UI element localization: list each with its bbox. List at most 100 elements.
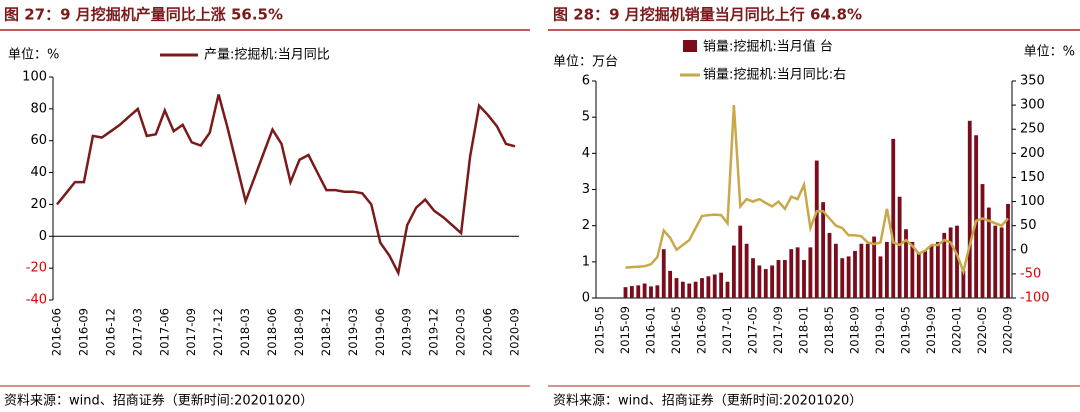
bar (661, 249, 666, 298)
bar (693, 281, 698, 298)
y-tick-label: 40 (30, 165, 47, 180)
bar (821, 202, 826, 298)
x-tick-label: 2017-12 (211, 308, 225, 356)
bar (744, 243, 749, 298)
y2-tick-label: 200 (1020, 146, 1045, 161)
x-tick-label: 2019-09 (400, 308, 414, 356)
source: 资料来源：wind、招商证券（更新时间:20201020） (4, 393, 313, 409)
bar (827, 232, 832, 298)
y-tick-label: 5 (582, 110, 590, 125)
unit-label: 单位：万台 (553, 55, 618, 70)
x-tick-label: 2017-03 (130, 308, 144, 356)
bar (859, 243, 864, 298)
x-tick-label: 2019-01 (873, 306, 887, 354)
x-tick-label: 2020-01 (950, 306, 964, 354)
bar (757, 265, 762, 298)
x-tick-label: 2018-12 (319, 308, 333, 356)
x-tick-label: 2016-12 (103, 308, 117, 356)
bar (731, 245, 736, 298)
unit-label-y2: 单位：% (1024, 45, 1075, 60)
y-tick-label: -40 (26, 293, 47, 308)
bar (948, 227, 953, 298)
x-tick-label: 2017-01 (720, 306, 734, 354)
bar (923, 250, 928, 298)
bar (942, 232, 947, 298)
x-tick-label: 2018-09 (292, 308, 306, 356)
bar (706, 276, 711, 298)
bar (680, 281, 685, 298)
bar (782, 260, 787, 298)
x-tick-label: 2015-09 (618, 306, 632, 354)
y-tick-label: 60 (30, 133, 47, 148)
bar (967, 120, 972, 299)
x-tick-label: 2020-05 (975, 306, 989, 354)
bar (1006, 203, 1010, 298)
unit-label: 单位：% (8, 48, 59, 63)
y-tick-label: 3 (582, 182, 590, 197)
bar (687, 283, 692, 298)
source: 资料来源：wind、招商证券（更新时间:20201020） (553, 393, 862, 409)
x-tick-label: 2016-09 (76, 308, 90, 356)
x-tick-label: 2019-12 (427, 308, 441, 356)
legend-label: 销量:挖掘机:当月值 台 (703, 39, 833, 55)
bar (929, 245, 934, 298)
x-tick-label: 2018-09 (848, 306, 862, 354)
y-tick-label: 1 (582, 254, 590, 269)
x-tick-label: 2020-09 (508, 308, 522, 356)
bar (763, 269, 768, 298)
bar (865, 243, 870, 298)
chart-title: 图 28：9 月挖掘机销量当月同比上行 64.8% (553, 6, 862, 24)
y-tick-label: -20 (26, 261, 47, 276)
y-tick-label: 80 (30, 101, 47, 116)
x-tick-label: 2020-06 (481, 308, 495, 356)
bar (636, 285, 641, 298)
y2-tick-label: 50 (1020, 218, 1037, 233)
line-series (56, 94, 516, 277)
y2-tick-label: 100 (1020, 194, 1045, 209)
y2-tick-label: 250 (1020, 122, 1045, 137)
bar (776, 260, 781, 298)
bar (629, 286, 634, 298)
bar (980, 184, 985, 298)
y-tick-label: 20 (30, 197, 47, 212)
x-tick-label: 2020-03 (454, 308, 468, 356)
bar (891, 138, 896, 298)
y2-tick-label: 150 (1020, 170, 1045, 185)
legend-label: 产量:挖掘机:当月同比 (204, 48, 330, 63)
bar (974, 135, 979, 298)
bar (961, 270, 966, 298)
y-tick-label: 0 (39, 229, 47, 244)
bar (814, 160, 819, 298)
y2-tick-label: 0 (1020, 242, 1028, 257)
x-tick-label: 2019-05 (899, 306, 913, 354)
bar (878, 256, 883, 298)
bar (853, 250, 857, 298)
bar (808, 247, 813, 298)
legend-label: 销量:挖掘机:当月同比:右 (703, 68, 846, 83)
bar (910, 241, 915, 298)
x-tick-label: 2017-09 (771, 306, 785, 354)
bar (649, 286, 653, 298)
bar (700, 278, 704, 298)
y-tick-label: 100 (22, 70, 47, 85)
x-tick-label: 2016-05 (669, 306, 683, 354)
x-tick-label: 2018-03 (238, 308, 252, 356)
y2-tick-label: -100 (1020, 291, 1050, 306)
y2-tick-label: 350 (1020, 74, 1045, 89)
x-tick-label: 2019-03 (346, 308, 360, 356)
bar (738, 225, 743, 298)
y2-tick-label: 300 (1020, 98, 1045, 113)
bar (642, 283, 647, 298)
x-tick-label: 2019-06 (373, 308, 387, 356)
x-tick-label: 2016-01 (644, 306, 658, 354)
x-tick-label: 2018-01 (797, 306, 811, 354)
bar (770, 265, 775, 298)
bar (884, 241, 889, 298)
bar (795, 247, 800, 298)
legend-swatch (683, 40, 697, 52)
bar (802, 260, 806, 298)
bar (725, 281, 730, 298)
bar (840, 258, 845, 298)
chart-title: 图 27：9 月挖掘机产量同比上涨 56.5% (4, 6, 283, 24)
